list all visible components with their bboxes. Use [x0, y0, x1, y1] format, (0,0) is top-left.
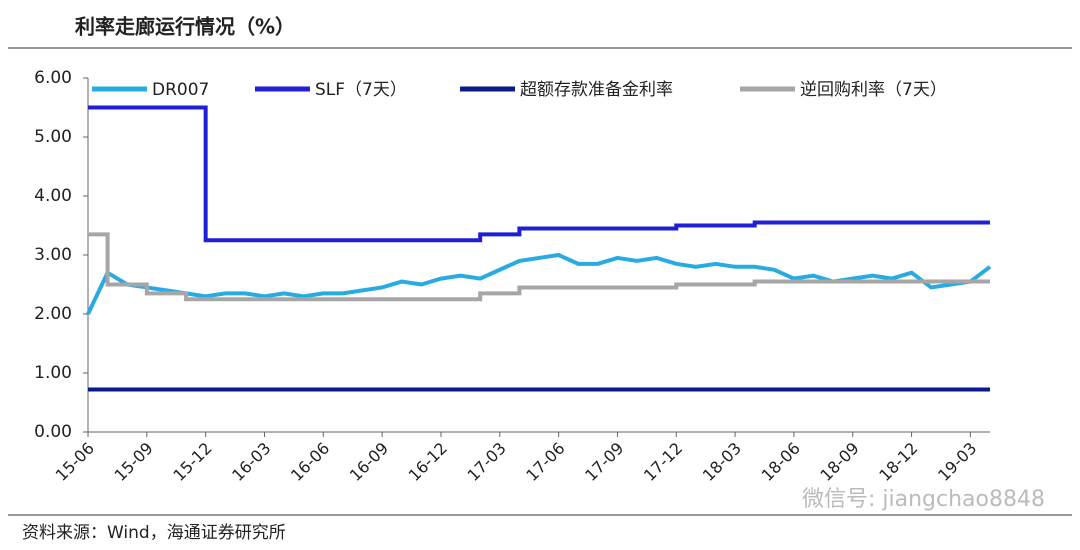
y-tick-label: 3.00	[34, 245, 72, 265]
x-tick-label: 18-06	[758, 439, 804, 485]
x-tick-label: 17-06	[522, 439, 568, 485]
x-tick-label: 15-06	[52, 439, 98, 485]
chart-title: 利率走廊运行情况（%）	[75, 15, 295, 39]
legend-label: DR007	[152, 80, 209, 100]
x-tick-label: 18-09	[816, 439, 862, 485]
y-tick-label: 6.00	[34, 68, 72, 88]
x-tick-label: 19-03	[934, 439, 980, 485]
series-line	[86, 252, 992, 315]
legend-label: 超额存款准备金利率	[520, 80, 673, 100]
y-tick-label: 5.00	[34, 127, 72, 147]
legend-label: 逆回购利率（7天）	[800, 80, 947, 100]
y-tick-label: 2.00	[34, 304, 72, 324]
x-tick-label: 17-12	[640, 439, 686, 485]
series-line	[88, 232, 990, 302]
series-line	[88, 105, 990, 243]
x-tick-label: 15-12	[169, 439, 215, 485]
legend-label: SLF（7天）	[315, 80, 407, 100]
x-tick-label: 17-09	[581, 439, 627, 485]
watermark: 微信号: jiangchao8848	[802, 487, 1045, 512]
x-tick-label: 16-06	[287, 439, 333, 485]
y-tick-label: 1.00	[34, 363, 72, 383]
x-tick-label: 16-09	[346, 439, 392, 485]
x-tick-label: 16-03	[228, 439, 274, 485]
x-tick-label: 16-12	[405, 439, 451, 485]
x-tick-label: 17-03	[463, 439, 509, 485]
y-tick-label: 0.00	[34, 422, 72, 442]
x-tick-label: 18-03	[699, 439, 745, 485]
y-tick-label: 4.00	[34, 186, 72, 206]
x-tick-label: 15-09	[111, 439, 157, 485]
source-note: 资料来源：Wind，海通证券研究所	[22, 523, 286, 543]
x-tick-label: 18-12	[875, 439, 921, 485]
